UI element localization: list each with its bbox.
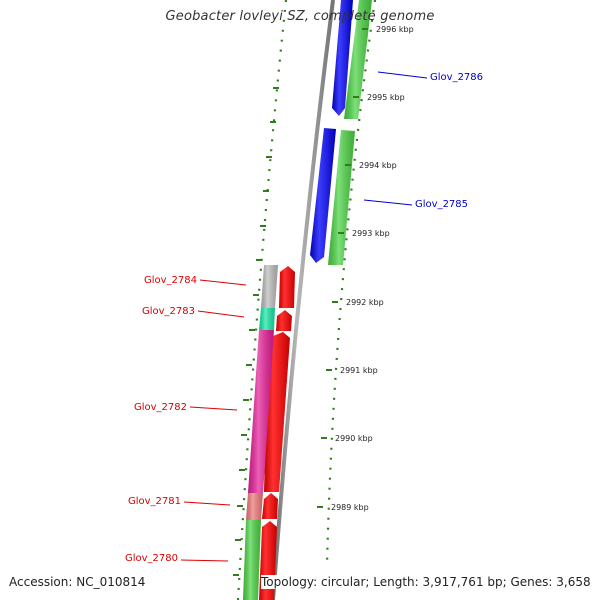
kbp-tick-label: 2991 kbp [340, 366, 378, 375]
backbone-line [271, 0, 335, 600]
gene-label-glov-2784[interactable]: Glov_2784 [144, 275, 197, 286]
kbp-ticks: 2996 kbp 2995 kbp 2994 kbp 2993 kbp 2992 kbp… [317, 25, 414, 512]
gene-label-glov-2785[interactable]: Glov_2785 [415, 199, 468, 210]
cog-block-glov-2785-shade [328, 130, 355, 265]
gene-labels: Glov_2786 Glov_2785 Glov_2784 Glov_2783 Glov… [125, 71, 483, 564]
kbp-tick-label: 2994 kbp [359, 161, 397, 170]
gene-label-glov-2780[interactable]: Glov_2780 [125, 553, 178, 564]
reverse-cog-track [243, 265, 278, 600]
leader-line-glov-2782 [189, 406, 238, 411]
forward-cds-track [310, 0, 353, 263]
genome-stats-text: Topology: circular; Length: 3,917,761 bp… [261, 575, 591, 589]
cds-arrow-glov-2781[interactable] [262, 493, 278, 519]
cog-block-glov-2783-shade [259, 308, 275, 330]
kbp-tick-label: 2995 kbp [367, 93, 405, 102]
outer-major-ticks [233, 87, 279, 576]
gene-label-glov-2781[interactable]: Glov_2781 [128, 496, 181, 507]
cog-block-glov-2782-shade [248, 330, 274, 493]
cds-arrow-glov-2785[interactable] [310, 128, 336, 263]
gene-label-glov-2782[interactable]: Glov_2782 [134, 402, 187, 413]
leader-line-glov-2781 [183, 501, 231, 506]
cds-arrow-glov-2783[interactable] [276, 310, 292, 331]
kbp-tick-label: 2996 kbp [376, 25, 414, 34]
leader-line-glov-2784 [199, 279, 247, 286]
leader-line-glov-2786 [377, 71, 428, 79]
kbp-tick-label: 2989 kbp [331, 503, 369, 512]
gene-label-glov-2783[interactable]: Glov_2783 [142, 306, 195, 317]
cog-block-glov-2784-shade [261, 265, 278, 308]
kbp-tick-label: 2992 kbp [346, 298, 384, 307]
cog-block-glov-2780-shade [243, 520, 261, 600]
ring-guides [236, 0, 377, 600]
cog-block-glov-2781-shade [246, 493, 263, 520]
cds-arrow-glov-2784[interactable] [279, 266, 295, 308]
map-title: Geobacter lovleyi SZ, complete genome [165, 9, 435, 24]
leader-line-glov-2783 [197, 310, 245, 318]
kbp-tick-label: 2990 kbp [335, 434, 373, 443]
gene-label-glov-2786[interactable]: Glov_2786 [430, 72, 483, 83]
cds-arrow-glov-2786[interactable] [332, 0, 353, 116]
accession-text: Accession: NC_010814 [9, 575, 146, 589]
leader-line-glov-2785 [363, 199, 413, 206]
kbp-tick-label: 2993 kbp [352, 229, 390, 238]
inner-ring-guide [236, 0, 288, 600]
leader-line-glov-2780 [180, 559, 229, 562]
